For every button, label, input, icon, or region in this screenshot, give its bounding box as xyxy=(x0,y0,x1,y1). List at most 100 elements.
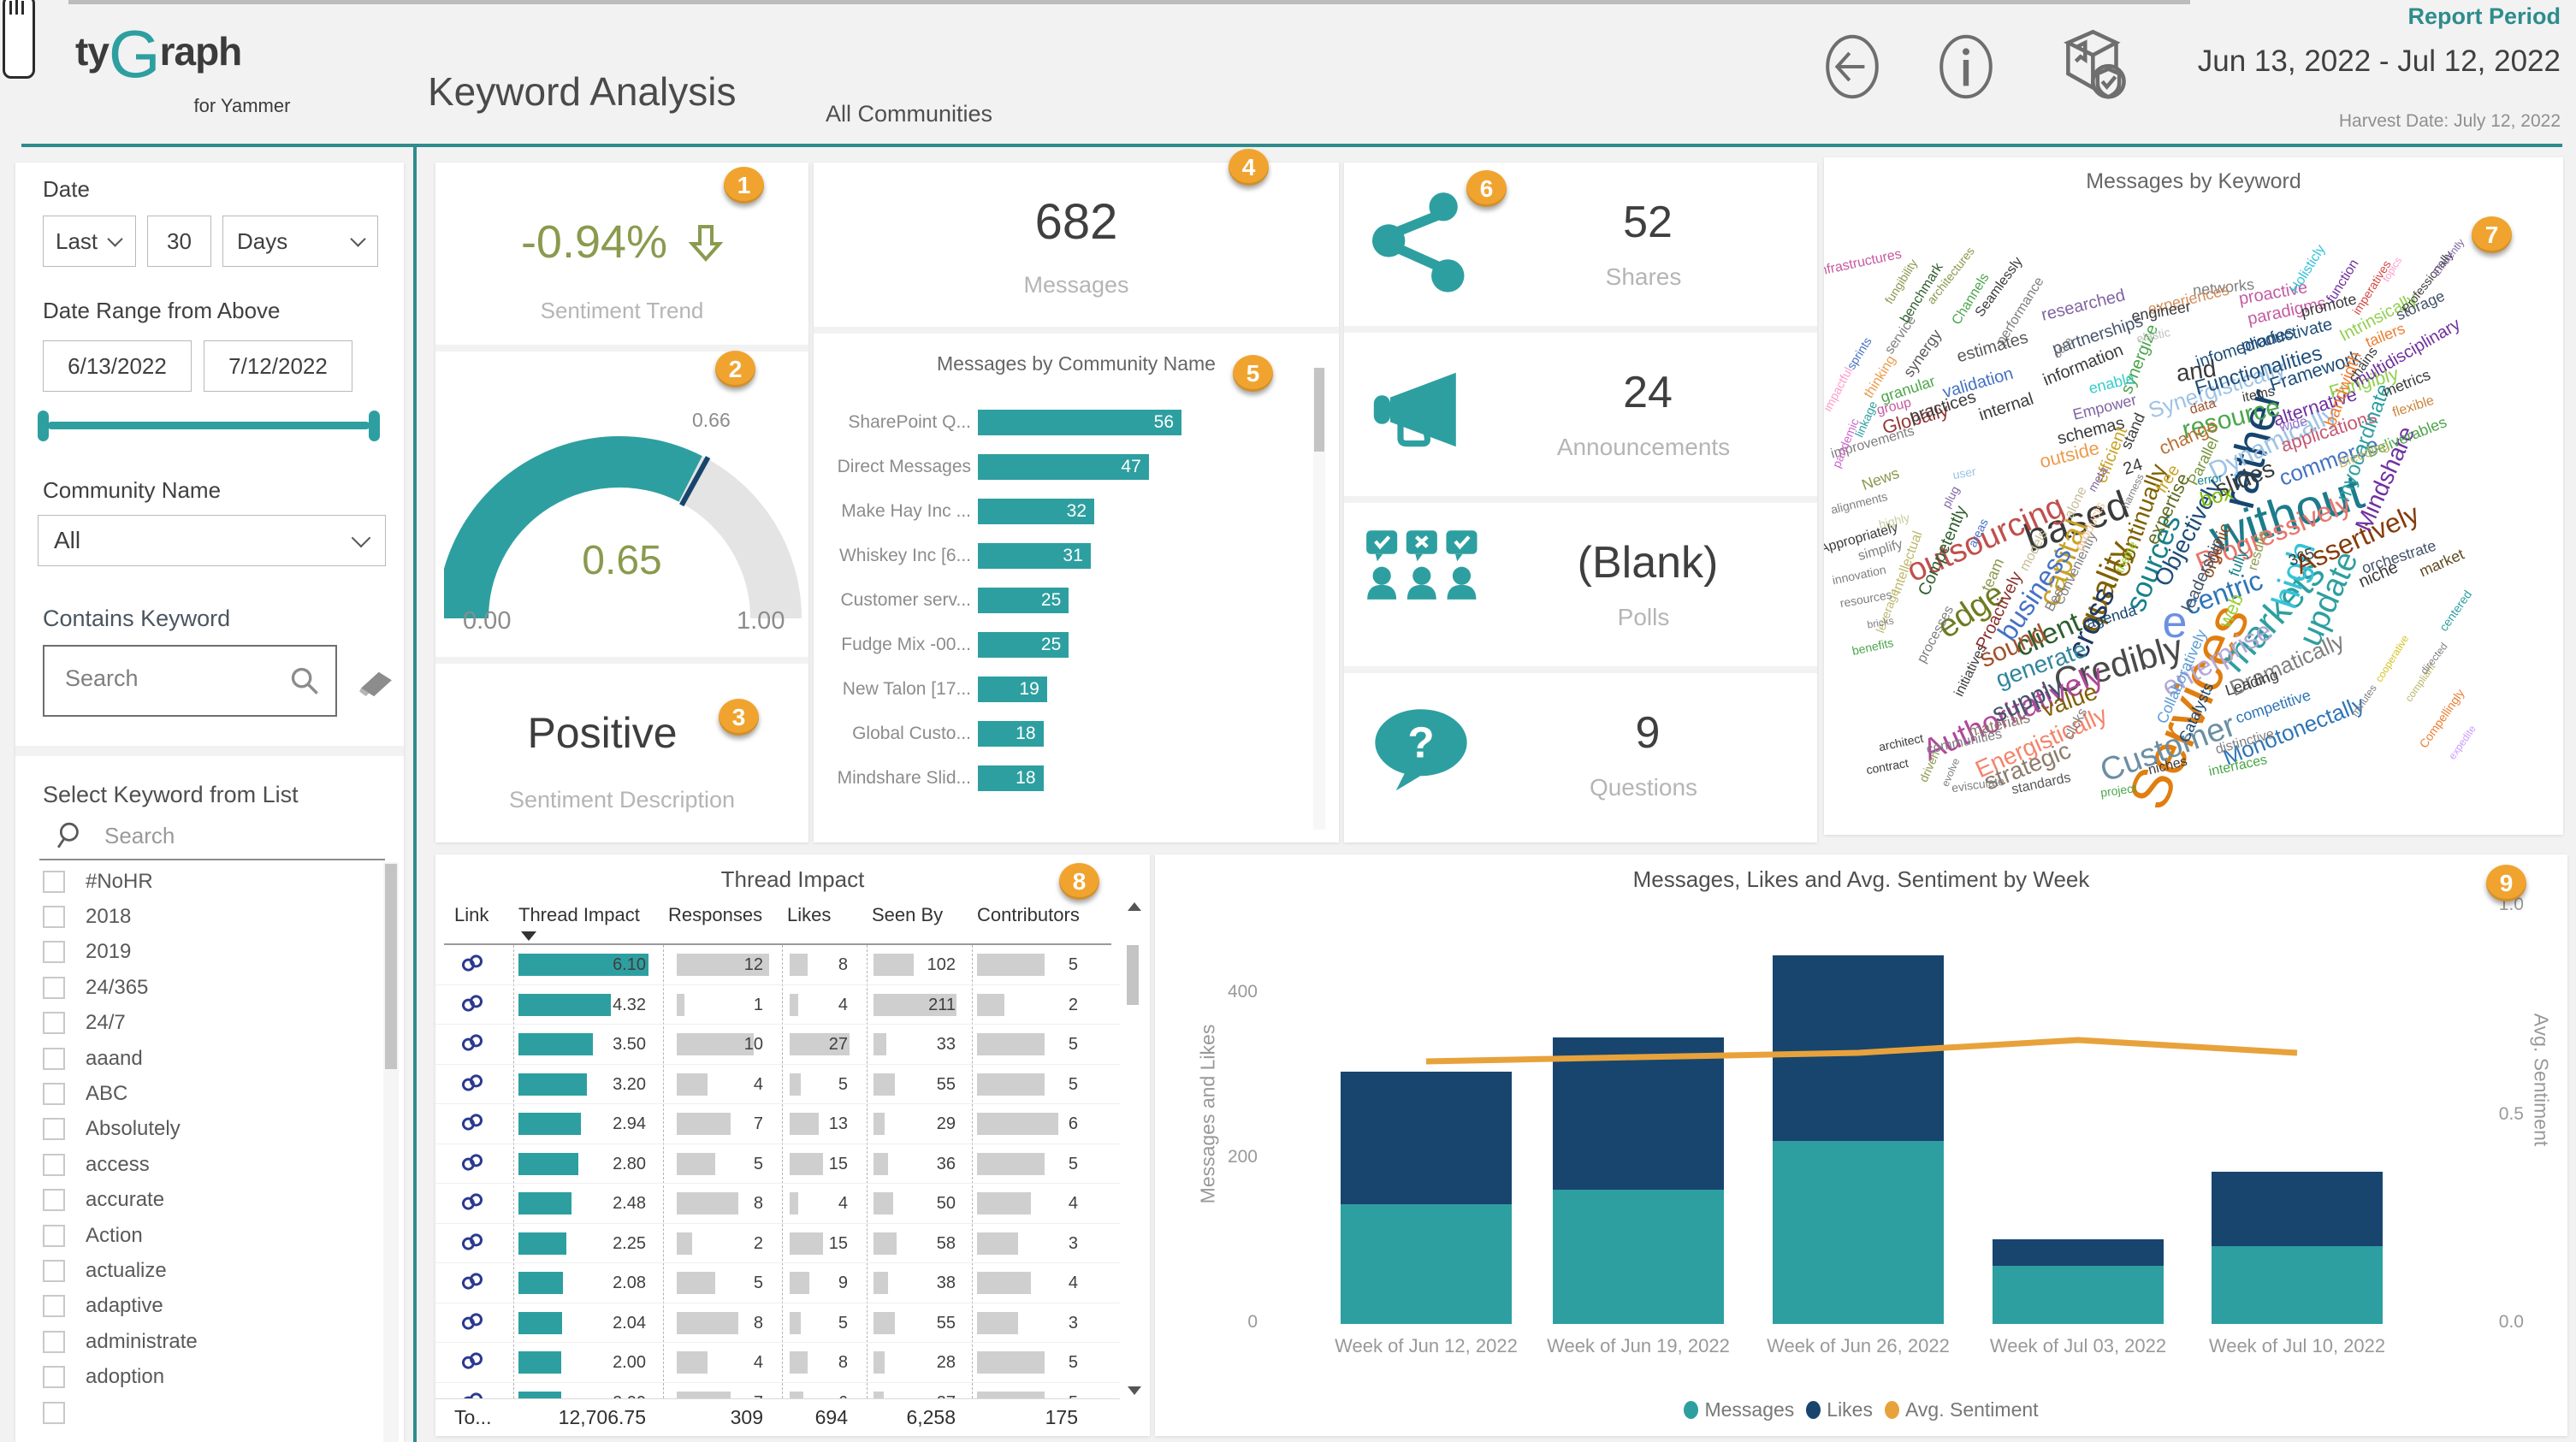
slider-handle-right[interactable] xyxy=(369,411,380,441)
community-bar[interactable]: 56 xyxy=(978,410,1181,435)
keyword-list-item[interactable]: adaptive xyxy=(15,1289,383,1324)
keyword-searchbox[interactable]: Search xyxy=(43,645,337,717)
keyword-checkbox[interactable] xyxy=(43,1118,65,1141)
keyword-checkbox[interactable] xyxy=(43,1224,65,1247)
keyword-list-item[interactable]: access xyxy=(15,1147,383,1182)
cloud-word[interactable]: innovation xyxy=(1831,562,1887,588)
cloud-word[interactable]: contract xyxy=(1864,755,1910,777)
keyword-checkbox[interactable] xyxy=(43,1153,65,1176)
link-icon[interactable] xyxy=(459,1192,485,1215)
community-bar[interactable]: 31 xyxy=(978,543,1091,569)
weekly-bar-messages[interactable] xyxy=(2212,1246,2383,1324)
thread-table-row[interactable]: 4.32 1 4 211 2 xyxy=(435,985,1120,1025)
community-dropdown[interactable]: All xyxy=(38,515,386,566)
link-icon[interactable] xyxy=(459,1392,485,1398)
keyword-checkbox[interactable] xyxy=(43,1330,65,1353)
community-bar-row[interactable]: Make Hay Inc ... 32 xyxy=(827,489,1306,534)
keyword-list-item[interactable]: Action xyxy=(15,1218,383,1253)
keyword-checkbox[interactable] xyxy=(43,1083,65,1106)
date-range-slider[interactable] xyxy=(38,407,380,445)
cloud-word[interactable]: centered xyxy=(2436,588,2475,634)
community-bar-row[interactable]: SharePoint Q... 56 xyxy=(827,400,1306,445)
community-bar-row[interactable]: Fudge Mix -00... 25 xyxy=(827,623,1306,667)
thread-scrollbar[interactable] xyxy=(1125,899,1142,1398)
keyword-list-item[interactable] xyxy=(15,1395,383,1430)
thread-table-row[interactable]: 2.80 5 15 36 5 xyxy=(435,1144,1120,1184)
col-header-likes[interactable]: Likes xyxy=(787,904,832,925)
keyword-list-item[interactable]: Absolutely xyxy=(15,1112,383,1147)
cloud-word[interactable]: Holisticly xyxy=(2287,242,2329,297)
weekly-bar-messages[interactable] xyxy=(1773,1140,1944,1324)
keyword-checkbox[interactable] xyxy=(43,941,65,964)
cloud-word[interactable]: impactful xyxy=(1824,364,1856,414)
keyword-list-item[interactable]: adoption xyxy=(15,1359,383,1394)
keyword-list-item[interactable]: 24/365 xyxy=(15,970,383,1005)
cloud-word[interactable]: sprints xyxy=(1844,334,1874,372)
keyword-list-item[interactable]: 2019 xyxy=(15,935,383,970)
col-header-responses[interactable]: Responses xyxy=(668,904,763,925)
keyword-list-item[interactable]: administrate xyxy=(15,1324,383,1359)
col-header-link[interactable]: Link xyxy=(454,904,489,925)
date-mode-dropdown[interactable]: Last xyxy=(43,216,136,267)
thread-table-row[interactable]: 3.50 10 27 33 5 xyxy=(435,1025,1120,1065)
community-bar[interactable]: 18 xyxy=(978,721,1044,747)
link-icon[interactable] xyxy=(459,1312,485,1335)
cloud-word[interactable]: highly xyxy=(1877,510,1911,532)
keyword-checkbox[interactable] xyxy=(43,870,65,893)
cloud-word[interactable]: researched xyxy=(2040,286,2128,325)
cloud-word[interactable]: alignments xyxy=(1829,489,1889,517)
cloud-word[interactable]: user xyxy=(1951,464,1977,482)
slider-handle-left[interactable] xyxy=(38,411,49,441)
cloud-word[interactable]: cooperative xyxy=(2372,632,2412,685)
link-icon[interactable] xyxy=(459,1153,485,1176)
cloud-word[interactable]: expedite xyxy=(2446,723,2478,762)
keyword-checkbox[interactable] xyxy=(43,1366,65,1389)
cloud-word[interactable]: News xyxy=(1859,464,1902,494)
keyword-list-item[interactable]: 24/7 xyxy=(15,1006,383,1041)
thread-scrollbar-thumb[interactable] xyxy=(1127,945,1139,1005)
cloud-word[interactable]: driven xyxy=(1916,748,1943,784)
community-bar[interactable]: 32 xyxy=(978,499,1094,524)
info-button[interactable] xyxy=(1932,33,2000,101)
keyword-list-item[interactable]: aaand xyxy=(15,1041,383,1076)
keyword-checkbox[interactable] xyxy=(43,1295,65,1318)
community-bar-row[interactable]: Customer serv... 25 xyxy=(827,578,1306,623)
cloud-word[interactable]: estimates xyxy=(1954,328,2030,367)
cloud-word[interactable]: and xyxy=(2174,354,2218,387)
cloud-word[interactable]: e xyxy=(2162,598,2188,647)
weekly-bar-likes[interactable] xyxy=(1341,1071,1512,1205)
keyword-list-item[interactable]: actualize xyxy=(15,1253,383,1288)
weekly-bar-likes[interactable] xyxy=(1553,1037,1724,1190)
community-scrollbar[interactable] xyxy=(1313,368,1325,830)
eraser-icon[interactable] xyxy=(358,669,394,698)
thread-table-row[interactable]: 2.25 2 15 58 3 xyxy=(435,1224,1120,1263)
keyword-list-item[interactable]: accurate xyxy=(15,1183,383,1218)
col-header-seenby[interactable]: Seen By xyxy=(872,904,944,925)
keyword-checkbox[interactable] xyxy=(43,976,65,999)
weekly-bar-messages[interactable] xyxy=(1341,1204,1512,1324)
list-scrollbar[interactable] xyxy=(383,862,399,1442)
weekly-bar-likes[interactable] xyxy=(1773,954,1944,1141)
cloud-word[interactable]: validation xyxy=(1940,363,2016,403)
cloud-word[interactable]: benefits xyxy=(1851,635,1896,658)
community-bar-row[interactable]: New Talon [17... 19 xyxy=(827,667,1306,712)
thread-table-row[interactable]: 3.20 4 5 55 5 xyxy=(435,1065,1120,1104)
range-from-input[interactable]: 6/13/2022 xyxy=(43,340,192,392)
community-bar[interactable]: 25 xyxy=(978,588,1069,613)
scroll-down-icon[interactable] xyxy=(1128,1386,1141,1395)
community-bar-row[interactable]: Global Custo... 18 xyxy=(827,712,1306,756)
legend-item-avg-sentiment[interactable]: Avg. Sentiment xyxy=(1884,1398,2039,1421)
thread-table-row[interactable]: 2.08 5 9 38 4 xyxy=(435,1263,1120,1303)
keyword-list-item[interactable]: #NoHR xyxy=(15,864,383,899)
range-to-input[interactable]: 7/12/2022 xyxy=(204,340,352,392)
link-icon[interactable] xyxy=(459,1073,485,1096)
thread-table-row[interactable]: 2.48 8 4 50 4 xyxy=(435,1184,1120,1224)
keyword-checkbox[interactable] xyxy=(43,906,65,929)
cloud-word[interactable]: architect xyxy=(1877,730,1925,754)
community-bar[interactable]: 25 xyxy=(978,632,1069,658)
keyword-checkbox[interactable] xyxy=(43,1012,65,1035)
legend-item-likes[interactable]: Likes xyxy=(1806,1398,1873,1421)
community-bar[interactable]: 18 xyxy=(978,765,1044,791)
col-header-impact[interactable]: Thread Impact xyxy=(518,904,640,925)
link-icon[interactable] xyxy=(459,994,485,1017)
